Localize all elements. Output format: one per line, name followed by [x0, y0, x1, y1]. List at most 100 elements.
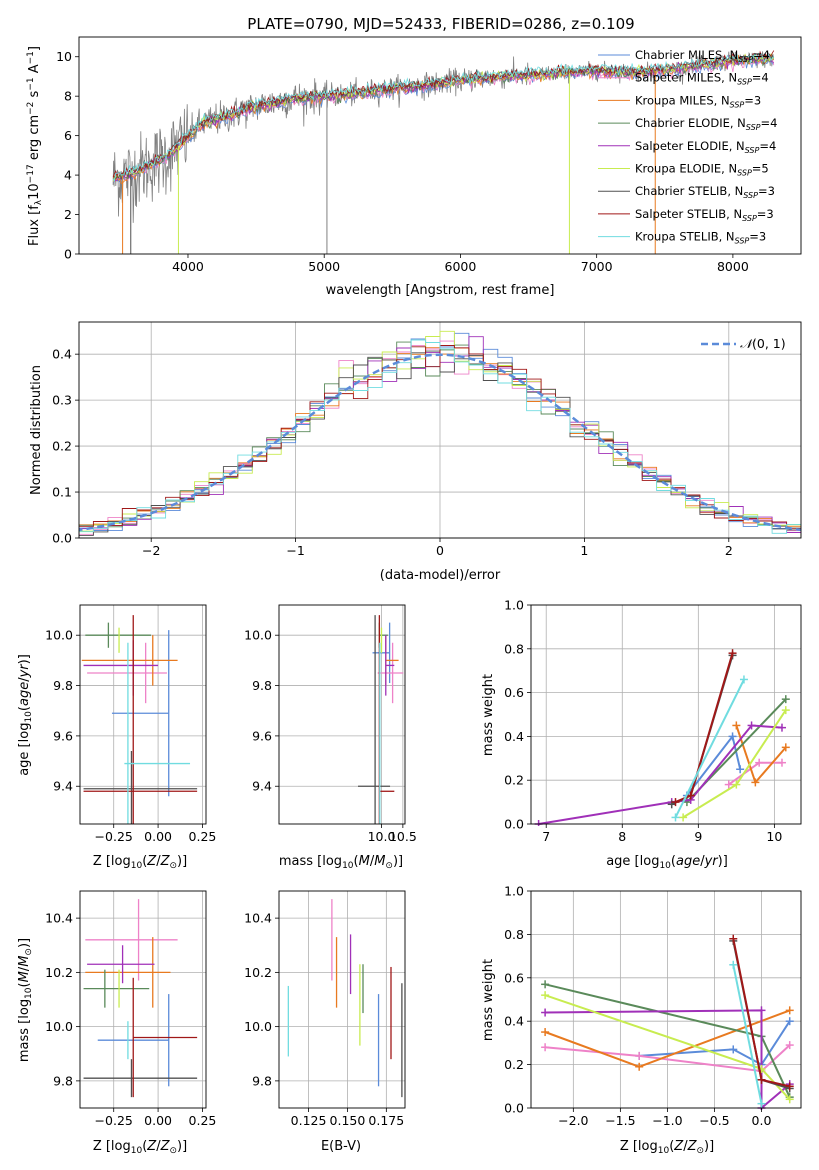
y-tick-label: 0.6	[504, 970, 524, 985]
weight-line-salpeter-miles	[545, 1044, 791, 1073]
x-tick-label: 0.00	[144, 829, 172, 844]
z-mass-panel: −0.25 0.00 0.25 9.8 10.0 10.2 10.4 Z [log10(Z/…	[17, 890, 216, 1156]
z-weight-ylabel: mass weight	[481, 959, 496, 1041]
x-tick-label: 0	[436, 543, 444, 558]
x-tick-label: 0.00	[144, 1113, 172, 1128]
model-spectrum-salpeter-stelib	[112, 50, 775, 178]
y-tick-label: 10.0	[45, 628, 73, 643]
x-tick-label: 4000	[172, 259, 204, 274]
y-tick-label: 10	[56, 49, 72, 64]
z-age-frame	[79, 604, 207, 825]
x-tick-label: 6000	[445, 259, 477, 274]
legend-label: Salpeter ELODIE, NSSP=4	[635, 139, 776, 155]
y-tick-label: 10.2	[45, 965, 73, 980]
y-tick-label: 10.4	[244, 911, 272, 926]
x-tick-label: −0.25	[95, 1113, 133, 1128]
y-tick-label: 0.6	[504, 685, 524, 700]
legend-label: Chabrier MILES, NSSP=4	[635, 48, 770, 64]
residuals-xlabel: (data-model)/error	[380, 568, 501, 583]
legend-label: Chabrier ELODIE, NSSP=4	[635, 116, 777, 132]
spectrum-traces	[112, 50, 775, 254]
residuals-panel: −2 −1 0 1 2 0.0 0.1 0.2 0.3 0.4 (data-model)/erro…	[29, 321, 802, 583]
age-weight-grid	[531, 604, 801, 825]
age-weight-frame	[530, 604, 802, 825]
mass-age-panel: 10.010.59.49.69.810.0 mass [log10(M/M⊙)]	[244, 604, 417, 871]
legend-label: Salpeter MILES, NSSP=4	[635, 71, 769, 87]
y-tick-label: 9.8	[53, 1073, 73, 1088]
mass-age-points	[358, 615, 404, 824]
x-tick-label: 8	[618, 829, 626, 844]
y-tick-label: 0	[64, 247, 72, 262]
legend-label: Salpeter STELIB, NSSP=3	[635, 207, 774, 223]
x-tick-label: 9	[694, 829, 702, 844]
ebv-mass-panel: 0.125 0.150 0.175 9.8 10.0 10.2 10.4 E(B-V)	[244, 890, 406, 1154]
z-mass-axes: −0.25 0.00 0.25 9.8 10.0 10.2 10.4	[45, 911, 216, 1128]
y-tick-label: 9.8	[252, 678, 272, 693]
ebv-mass-grid	[279, 891, 405, 1108]
z-mass-ylabel: mass [log10(M/M⊙)]	[17, 938, 34, 1062]
z-weight-panel: −2.0 −1.5 −1.0 −0.5 0.0 0.0 0.2 0.4 0.6 0.8 1.0 Z …	[481, 884, 802, 1156]
z-weight-frame	[530, 890, 802, 1109]
y-tick-label: 9.4	[252, 779, 272, 794]
y-tick-label: 1.0	[504, 598, 524, 613]
normal-curve	[79, 353, 801, 532]
x-tick-label: −2	[142, 543, 160, 558]
y-tick-label: 9.4	[53, 779, 73, 794]
x-tick-label: 2	[725, 543, 733, 558]
y-tick-label: 0.1	[52, 485, 72, 500]
y-tick-label: 0.4	[504, 729, 524, 744]
x-tick-label: 10.5	[389, 829, 417, 844]
z-mass-grid	[80, 891, 206, 1108]
residual-histogram-kroupa-stelib	[79, 339, 801, 534]
age-weight-xlabel: age [log10(age/yr)]	[606, 854, 728, 871]
ebv-mass-plot-area	[287, 899, 403, 1098]
ebv-mass-axes: 0.125 0.150 0.175 9.8 10.0 10.2 10.4	[244, 911, 404, 1128]
age-weight-series	[534, 649, 790, 826]
y-tick-label: 10.0	[244, 628, 272, 643]
weight-line-chabrier-stelib	[671, 655, 734, 806]
legend-label: Kroupa STELIB, NSSP=3	[635, 230, 766, 246]
z-weight-xlabel: Z [log10(Z/Z⊙)]	[620, 1139, 714, 1156]
z-age-points	[81, 615, 198, 824]
mass-age-plot-area	[358, 615, 404, 824]
residuals-ylabel: Normed distribution	[29, 365, 44, 495]
x-tick-label: 7000	[581, 259, 613, 274]
y-tick-label: 9.6	[252, 728, 272, 743]
spectrum-ylabel: Flux [fλ10−17 erg cm−2 s−1 A−1]	[26, 46, 44, 246]
spectrum-frame	[78, 36, 802, 255]
legend-label: Chabrier STELIB, NSSP=3	[635, 184, 775, 200]
age-weight-plot-area	[534, 649, 790, 826]
x-tick-label: 0.150	[330, 1113, 366, 1128]
residuals-traces	[79, 330, 801, 538]
x-tick-label: −0.25	[95, 829, 133, 844]
y-tick-label: 4	[64, 168, 72, 183]
y-tick-label: 9.8	[53, 678, 73, 693]
age-weight-panel: 7 8 9 10 0.0 0.2 0.4 0.6 0.8 1.0 age [log10(age/y…	[481, 598, 802, 871]
y-tick-label: 0.4	[52, 347, 72, 362]
mass-age-axes: 10.010.59.49.69.810.0	[244, 628, 417, 844]
z-age-grid	[80, 605, 206, 824]
age-weight-ylabel: mass weight	[481, 674, 496, 756]
x-tick-label: 5000	[308, 259, 340, 274]
z-mass-points	[83, 899, 198, 1098]
weight-line-kroupa-stelib	[674, 679, 745, 818]
y-tick-label: 0.0	[52, 531, 72, 546]
spectrum-legend: Chabrier MILES, NSSP=4 Salpeter MILES, NS…	[598, 48, 777, 246]
z-age-plot-area	[81, 615, 198, 824]
residuals-legend: 𝒩(0, 1)	[701, 336, 786, 351]
z-age-xlabel: Z [log10(Z/Z⊙)]	[93, 854, 187, 871]
z-mass-xlabel: Z [log10(Z/Z⊙)]	[93, 1139, 187, 1156]
spectrum-plot-area	[112, 50, 775, 254]
spectrum-axes: 4000 5000 6000 7000 8000 0 2 4 6 8 10	[56, 49, 749, 274]
x-tick-label: −2.0	[558, 1113, 588, 1128]
spectrum-xlabel: wavelength [Angstrom, rest frame]	[326, 283, 555, 298]
mass-age-xlabel: mass [log10(M/M⊙)]	[279, 854, 403, 871]
z-age-panel: −0.25 0.00 0.25 9.4 9.6 9.8 10.0 Z [log10(Z/Z⊙…	[17, 604, 216, 871]
z-age-axes: −0.25 0.00 0.25 9.4 9.6 9.8 10.0	[45, 628, 216, 844]
y-tick-label: 0.8	[504, 927, 524, 942]
z-weight-axes: −2.0 −1.5 −1.0 −0.5 0.0 0.0 0.2 0.4 0.6 0.8 1.0	[504, 884, 771, 1129]
z-weight-series	[541, 934, 794, 1110]
y-tick-label: 9.8	[252, 1073, 272, 1088]
y-tick-label: 0.0	[504, 817, 524, 832]
